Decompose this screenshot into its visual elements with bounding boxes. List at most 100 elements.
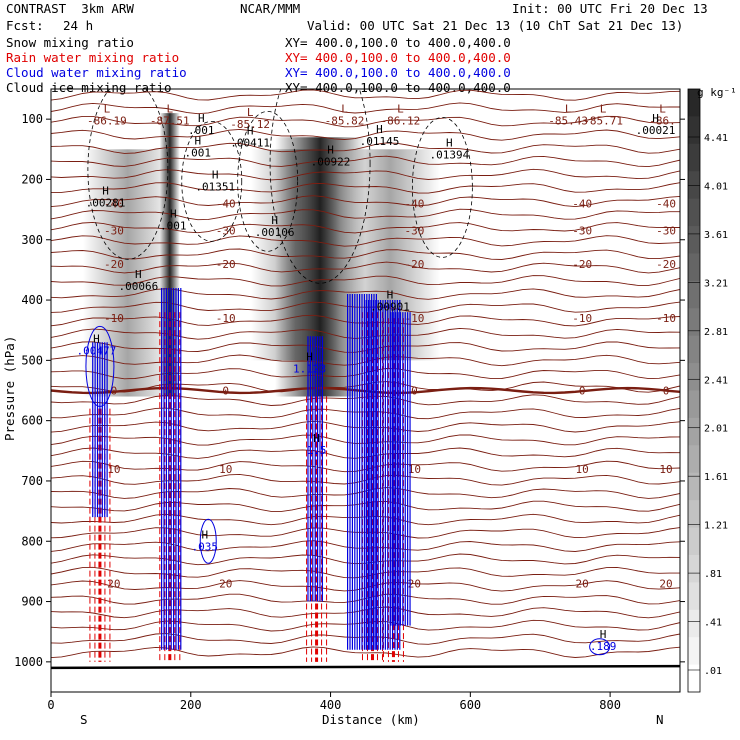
extremum-value: .00021 xyxy=(636,124,676,137)
temperature-contour xyxy=(51,327,680,340)
colorbar-tick-label: 3.21 xyxy=(704,278,728,289)
colorbar-swatch xyxy=(688,308,700,337)
temperature-contour xyxy=(51,566,680,579)
temperature-label: -40 xyxy=(216,198,236,211)
extremum-marker: H xyxy=(198,112,205,125)
temperature-contour xyxy=(51,128,680,141)
x-tick-label: 400 xyxy=(320,698,342,712)
temperature-label: -30 xyxy=(656,225,676,238)
temperature-contour xyxy=(51,115,680,128)
extremum-marker: H xyxy=(652,112,659,125)
extremum-marker: H xyxy=(201,528,208,541)
extremum-value: .00901 xyxy=(370,300,410,313)
extremum-value: .00066 xyxy=(118,280,158,293)
extremum-marker: L xyxy=(341,103,348,116)
x-tick-label: 800 xyxy=(599,698,621,712)
colorbar-swatch xyxy=(688,198,700,227)
temperature-label: -20 xyxy=(404,258,424,271)
temperature-contour xyxy=(51,221,680,234)
colorbar-tick-label: 2.81 xyxy=(704,327,728,338)
temperature-label: 10 xyxy=(659,463,672,476)
center-label: NCAR/MMM xyxy=(240,1,301,16)
extremum-value: .001 xyxy=(185,147,212,160)
temperature-label: -40 xyxy=(104,198,124,211)
y-tick-label: 700 xyxy=(21,474,43,488)
colorbar-swatch xyxy=(688,143,700,172)
temperature-label: -20 xyxy=(104,258,124,271)
extremum-marker: H xyxy=(212,168,219,181)
freezing-level-contour xyxy=(51,386,680,395)
colorbar-unit: g kg⁻¹ xyxy=(697,86,737,99)
extremum-marker: H xyxy=(446,136,453,149)
legend-rain-name: Rain water mixing ratio xyxy=(6,50,180,65)
extremum-marker: H xyxy=(135,268,142,281)
y-tick-label: 1000 xyxy=(14,655,43,669)
extremum-value: -85.43 xyxy=(548,115,588,128)
colorbar-tick-label: 2.01 xyxy=(704,424,728,435)
temperature-label: 0 xyxy=(111,385,118,398)
temperature-contour xyxy=(51,540,680,552)
legend-cloudwater-name: Cloud water mixing ratio xyxy=(6,65,187,80)
temperature-label: -20 xyxy=(656,258,676,271)
colorbar-tick-label: 4.01 xyxy=(704,181,728,192)
extremum-marker: L xyxy=(104,103,111,116)
extremum-marker: L xyxy=(166,103,173,116)
x-tick-label: 0 xyxy=(47,698,54,712)
plot-frame xyxy=(50,88,681,693)
temperature-label: 0 xyxy=(411,385,418,398)
colorbar-swatch xyxy=(688,500,700,529)
extremum-value: .00106 xyxy=(255,226,295,239)
extremum-marker: H xyxy=(93,332,100,345)
temperature-contour xyxy=(51,314,680,327)
temperature-contour xyxy=(51,553,680,566)
temperature-contour xyxy=(51,301,680,313)
y-tick-label: 500 xyxy=(21,353,43,367)
temperature-label: -30 xyxy=(104,225,124,238)
extremum-marker: H xyxy=(247,124,254,137)
extremum-marker: H xyxy=(306,350,313,363)
extremum-marker: H xyxy=(170,207,177,220)
temperature-contour xyxy=(51,646,680,659)
temperature-label: 20 xyxy=(659,577,672,590)
temperature-contour xyxy=(51,513,680,526)
extremum-value: -86.19 xyxy=(87,115,127,128)
extremum-marker: H xyxy=(376,123,383,136)
temperature-label: -20 xyxy=(216,258,236,271)
temperature-label: -20 xyxy=(572,258,592,271)
colorbar-tick-label: 1.61 xyxy=(704,472,728,483)
colorbar-tick-label: 3.61 xyxy=(704,230,728,241)
y-tick-label: 200 xyxy=(21,172,43,186)
y-tick-label: 900 xyxy=(21,595,43,609)
extremum-marker: H xyxy=(313,432,320,445)
colorbar-swatch xyxy=(688,280,700,309)
x-axis-label: Distance (km) xyxy=(322,712,420,727)
init-time: Init: 00 UTC Fri 20 Dec 13 xyxy=(512,1,708,16)
temperature-contour xyxy=(51,354,680,367)
extremum-marker: H xyxy=(271,214,278,227)
y-tick-label: 400 xyxy=(21,293,43,307)
temperature-contour xyxy=(51,633,680,645)
temperature-label: -30 xyxy=(572,225,592,238)
temperature-contour xyxy=(51,195,680,208)
extremum-marker: L xyxy=(659,103,666,116)
temperature-label: -10 xyxy=(104,312,124,325)
extremum-marker: L xyxy=(397,103,404,116)
temperature-contour xyxy=(51,235,680,247)
colorbar-swatch xyxy=(688,664,700,693)
temperature-label: 10 xyxy=(107,463,120,476)
colorbar-swatch xyxy=(688,335,700,364)
temperature-contour xyxy=(51,420,680,433)
temperature-contour xyxy=(51,606,680,619)
extremum-value: -85.71 xyxy=(583,115,623,128)
temperature-contour xyxy=(51,500,680,512)
extremum-value: .00411 xyxy=(230,136,270,149)
temperature-label: 0 xyxy=(579,385,586,398)
y-tick-label: 800 xyxy=(21,534,43,548)
extremum-value: .01394 xyxy=(429,148,469,161)
temperature-label: 20 xyxy=(576,577,589,590)
colorbar-swatch xyxy=(688,472,700,501)
y-tick-label: 100 xyxy=(21,112,43,126)
cloud-water-contour xyxy=(589,638,611,656)
temperature-label: 20 xyxy=(219,577,232,590)
